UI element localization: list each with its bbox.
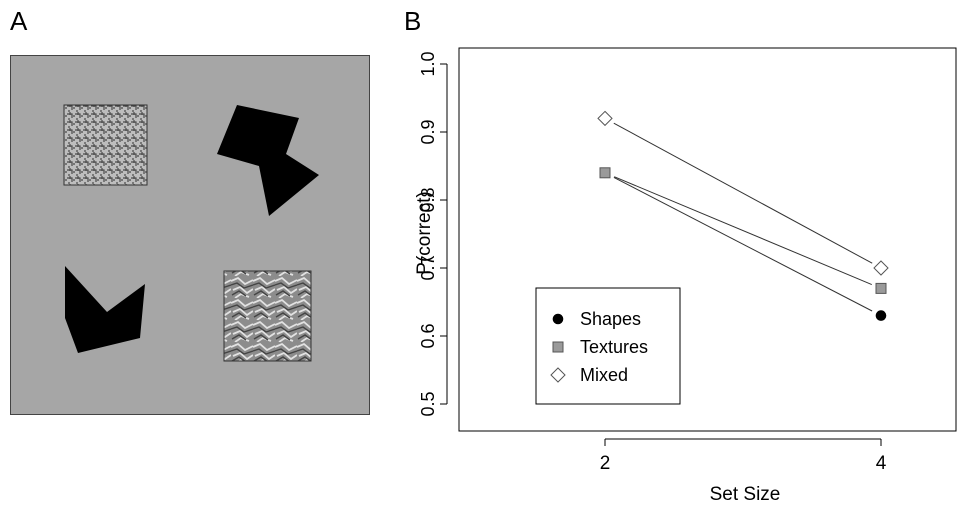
- stimulus-display: [10, 55, 370, 415]
- chart-series: [597, 110, 889, 321]
- line-chart: 0.5 0.6 0.7 0.8 0.9 1.0 2 4 P(correct) Set Size…: [414, 47, 957, 505]
- point-mixed: [597, 110, 613, 127]
- y-tick-label: 0.7: [418, 255, 438, 280]
- point-shapes: [875, 310, 887, 321]
- legend-label-textures: Textures: [580, 337, 648, 357]
- y-tick-label: 0.6: [418, 323, 438, 348]
- chart-axes: 0.5 0.6 0.7 0.8 0.9 1.0 2 4: [418, 47, 957, 474]
- x-tick-label: 4: [876, 453, 887, 474]
- legend-label-shapes: Shapes: [580, 309, 641, 329]
- y-tick-label: 0.9: [418, 119, 438, 144]
- series-mixed: [597, 110, 889, 276]
- black-polygon-bottom-left: [65, 266, 145, 353]
- legend: Shapes Textures Mixed: [535, 287, 681, 405]
- legend-marker-textures: [552, 341, 564, 353]
- y-tick-label: 0.5: [418, 391, 438, 416]
- stimulus-canvas: [63, 104, 319, 362]
- point-textures: [599, 167, 611, 179]
- legend-label-mixed: Mixed: [580, 365, 628, 385]
- y-tick-label: 0.8: [418, 187, 438, 212]
- series-line-shapes: [613, 176, 873, 312]
- point-textures: [875, 282, 887, 294]
- series-line-textures: [614, 176, 872, 285]
- point-mixed: [873, 260, 889, 276]
- series-textures: [599, 167, 887, 294]
- x-axis-label: Set Size: [710, 484, 781, 505]
- plot-frame: [458, 47, 957, 432]
- y-tick-label: 1.0: [418, 51, 438, 76]
- legend-marker-mixed: [550, 367, 566, 383]
- series-line-mixed: [613, 122, 873, 264]
- panel-a-label: A: [10, 6, 28, 36]
- legend-marker-shapes: [552, 313, 564, 325]
- texture-square-maze: [63, 104, 148, 186]
- x-tick-label: 2: [600, 453, 611, 474]
- y-axis-label: P(correct): [414, 191, 435, 274]
- black-polygon-top-right: [217, 105, 319, 216]
- texture-square-crumpled: [223, 270, 312, 362]
- panel-b-label: B: [404, 6, 422, 36]
